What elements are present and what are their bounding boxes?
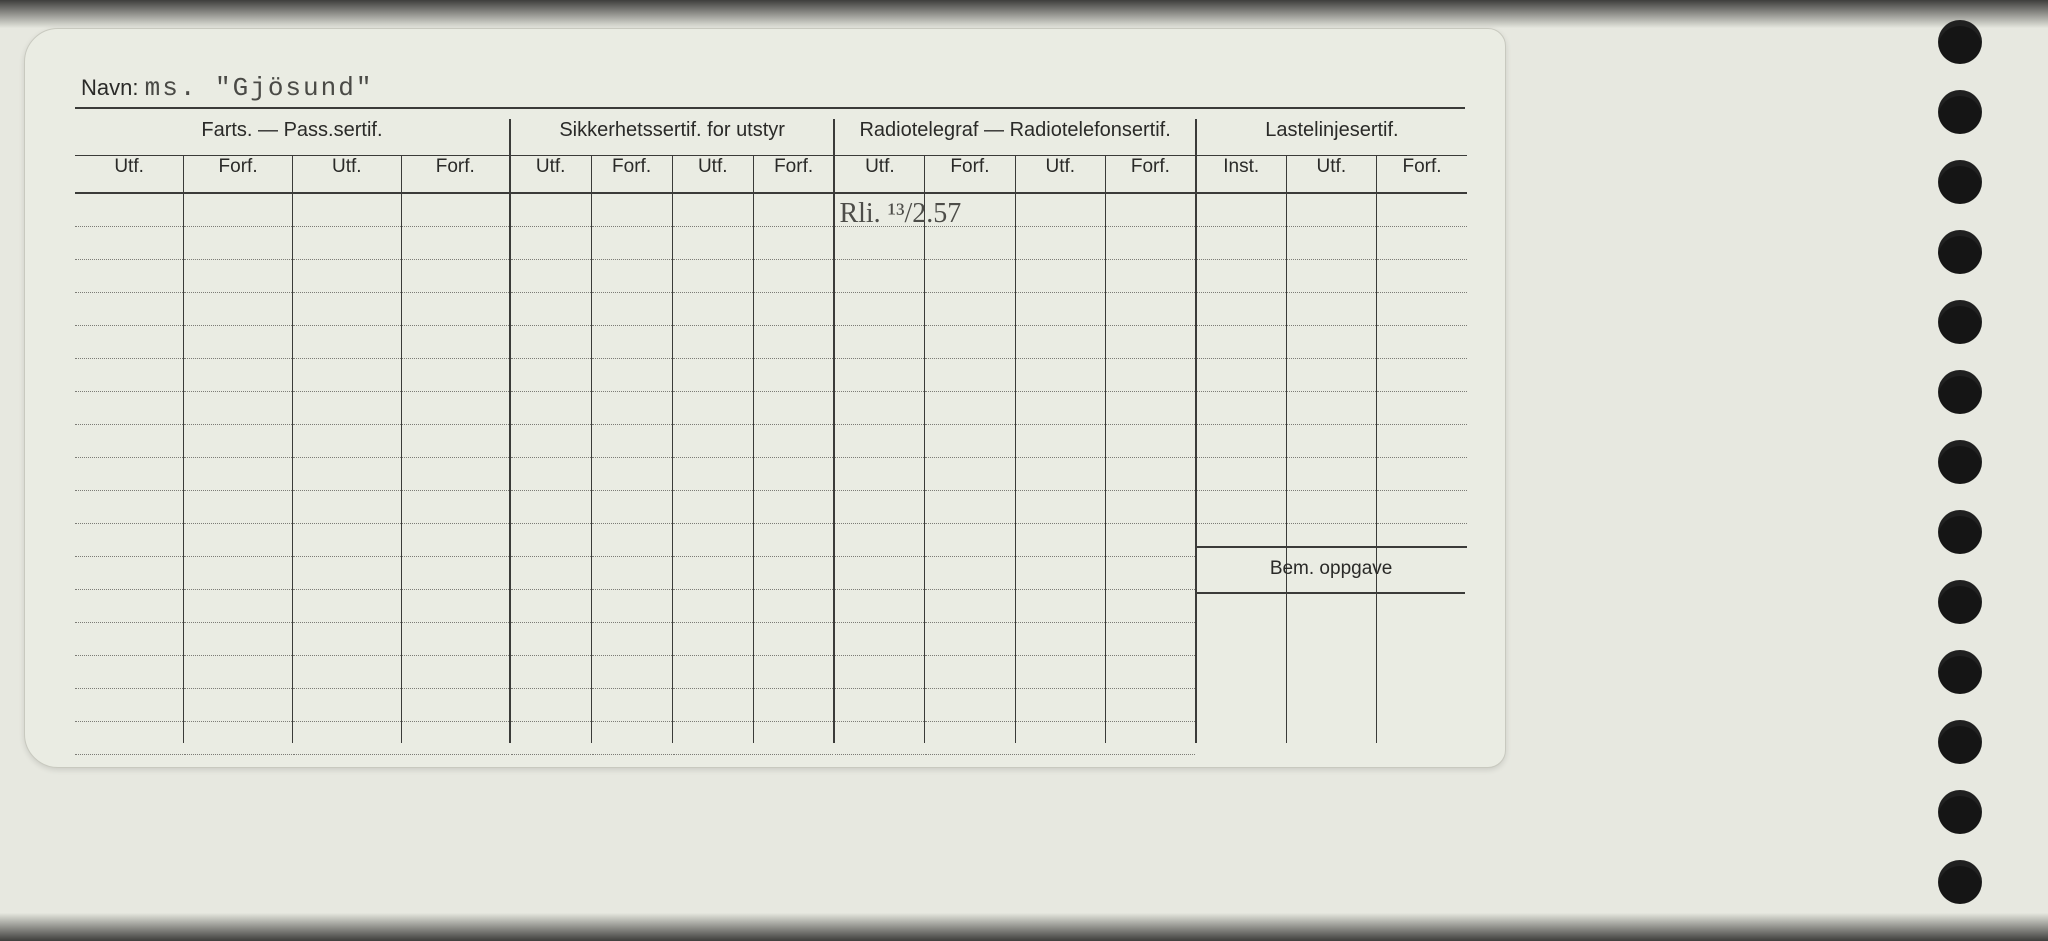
col-header: Utf. (75, 156, 184, 194)
col-header: Forf. (184, 156, 293, 194)
group-header-farts: Farts. — Pass.sertif. (75, 119, 510, 156)
cell (510, 193, 591, 743)
col-header: Utf. (292, 156, 401, 194)
col-header: Forf. (925, 156, 1015, 194)
punch-hole-icon (1938, 20, 1982, 64)
certificate-table: Farts. — Pass.sertif. Sikkerhetssertif. … (75, 119, 1467, 743)
navn-value: ms. "Gjösund" (145, 73, 374, 103)
punch-hole-icon (1938, 370, 1982, 414)
cell: Rli. ¹³/2.57 (834, 193, 924, 743)
cell (672, 193, 753, 743)
navn-field: Navn: ms. "Gjösund" (81, 73, 373, 103)
col-header: Inst. (1196, 156, 1286, 194)
punch-hole-icon (1938, 510, 1982, 554)
cell-lastelinje (1377, 193, 1468, 743)
punch-hole-icon (1938, 160, 1982, 204)
col-header: Forf. (1377, 156, 1468, 194)
cell-lastelinje: Bem. oppgave (1196, 193, 1286, 743)
group-header-radio: Radiotelegraf — Radiotelefonsertif. (834, 119, 1195, 156)
cell (925, 193, 1015, 743)
cell (1015, 193, 1105, 743)
col-header: Forf. (753, 156, 834, 194)
cell (591, 193, 672, 743)
cell-lastelinje (1286, 193, 1376, 743)
group-header-sikkerhet: Sikkerhetssertif. for utstyr (510, 119, 835, 156)
col-header: Forf. (591, 156, 672, 194)
col-header: Forf. (1105, 156, 1195, 194)
col-header: Forf. (401, 156, 510, 194)
col-header: Utf. (834, 156, 924, 194)
navn-label: Navn: (81, 75, 138, 100)
punch-hole-icon (1938, 580, 1982, 624)
scan-background: Navn: ms. "Gjösund" Farts. — Pass.sertif… (0, 0, 2048, 941)
index-card: Navn: ms. "Gjösund" Farts. — Pass.sertif… (24, 28, 1506, 768)
navn-underline (75, 107, 1465, 109)
punch-hole-icon (1938, 790, 1982, 834)
col-header: Utf. (1015, 156, 1105, 194)
col-header: Utf. (672, 156, 753, 194)
punch-hole-icon (1938, 90, 1982, 134)
cell (292, 193, 401, 743)
binder-punches (1920, 20, 2000, 920)
punch-hole-icon (1938, 440, 1982, 484)
table-body-row: Rli. ¹³/2.57 Bem. oppgave (75, 193, 1467, 743)
col-header: Utf. (510, 156, 591, 194)
cell (75, 193, 184, 743)
cell (753, 193, 834, 743)
col-header: Utf. (1286, 156, 1376, 194)
cell (401, 193, 510, 743)
cell (184, 193, 293, 743)
punch-hole-icon (1938, 720, 1982, 764)
group-header-lastelinje: Lastelinjesertif. (1196, 119, 1467, 156)
punch-hole-icon (1938, 650, 1982, 694)
punch-hole-icon (1938, 860, 1982, 904)
punch-hole-icon (1938, 300, 1982, 344)
cell (1105, 193, 1195, 743)
punch-hole-icon (1938, 230, 1982, 274)
